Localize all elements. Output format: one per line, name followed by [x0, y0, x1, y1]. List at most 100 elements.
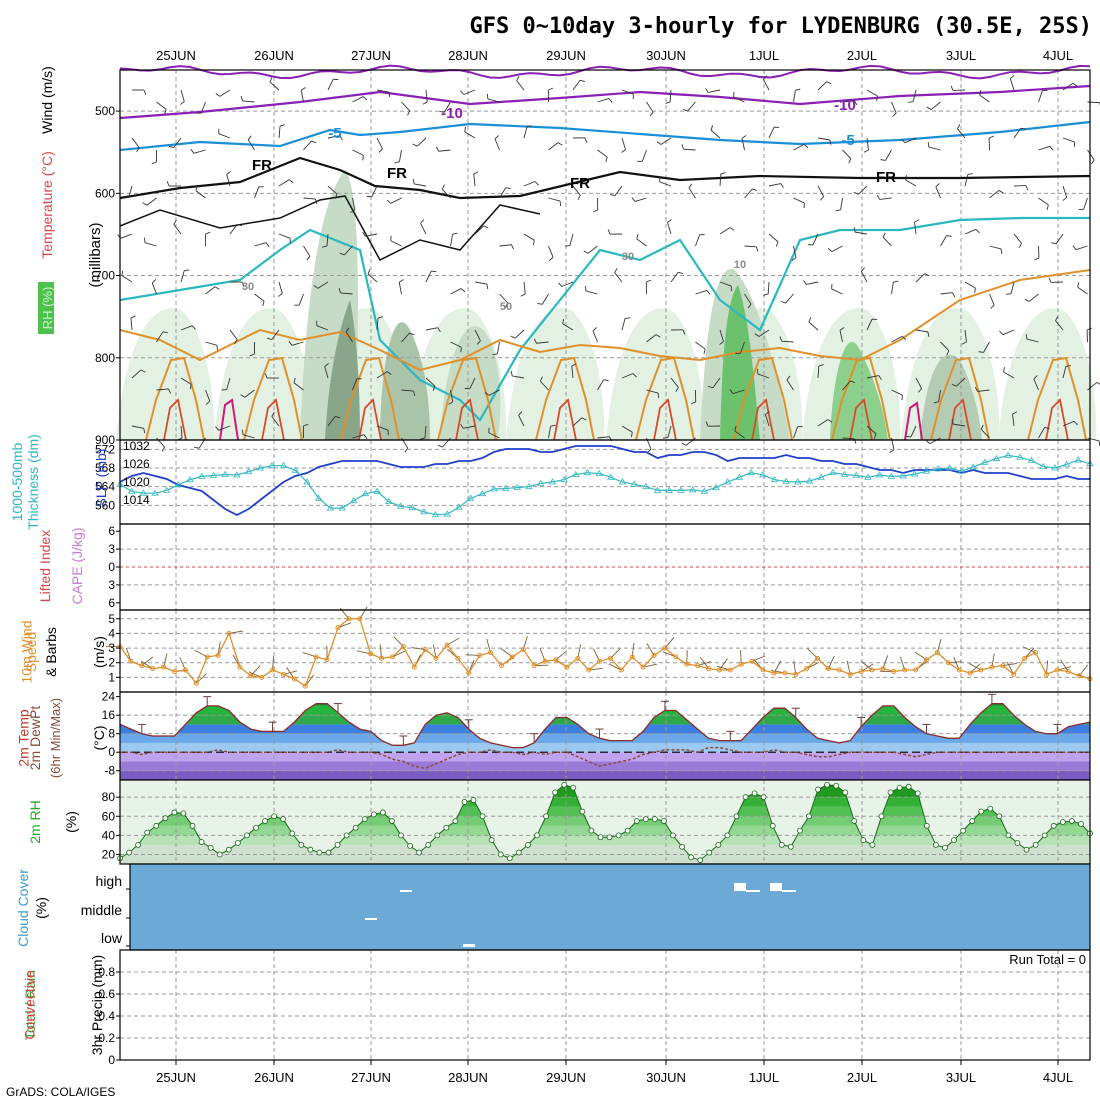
thickness-point [969, 463, 977, 470]
wind-barb [518, 415, 525, 427]
thickness-point [1004, 451, 1012, 458]
wind-barb [142, 202, 148, 206]
temp-contour-15 [904, 401, 923, 441]
contour-label: -5 [328, 125, 341, 142]
wind-barb [812, 233, 819, 246]
wind-barb [863, 149, 869, 153]
wind-barb [420, 437, 426, 440]
wind-barb [914, 219, 920, 223]
wind-barb [412, 143, 418, 147]
wind-barb [705, 421, 709, 427]
temp-contour-minus5 [119, 120, 1091, 152]
wind-barb [662, 437, 668, 439]
date-label-top: 27JUN [351, 48, 391, 63]
wind-speed-point [618, 667, 624, 673]
wind-speed-point [324, 657, 330, 663]
thickness-point [420, 508, 428, 515]
temp-contour-5 [930, 356, 990, 441]
thickness-slp-frame [119, 439, 1091, 525]
wind-speed-point [248, 673, 254, 679]
rh-point [271, 813, 278, 820]
slp-tick-label: 1026 [123, 457, 150, 471]
wind-barb [452, 232, 458, 235]
wind-barb [189, 384, 192, 390]
wind-barb [288, 179, 294, 183]
rh-point [905, 783, 912, 790]
thickness-point [338, 504, 346, 511]
wind-barb [880, 159, 886, 161]
wind-barb [376, 425, 389, 431]
wind-barb [437, 444, 443, 448]
thickness-tick-label: 560 [95, 498, 115, 512]
wind-barb [641, 149, 647, 162]
wind-barb [876, 95, 878, 102]
wind-barb [474, 225, 485, 235]
rh-point [543, 813, 549, 820]
wind-barb [303, 140, 312, 151]
wind-barb [646, 101, 654, 113]
wind-barb [765, 414, 770, 427]
wind-barb [441, 188, 451, 199]
rh-point [171, 809, 178, 816]
rh-tick-label: 40 [102, 828, 116, 842]
rh-point [815, 786, 821, 793]
wind-barb [564, 245, 570, 247]
rh-point [824, 781, 831, 788]
wind-barb [621, 425, 633, 433]
temp-contour-15 [219, 398, 239, 441]
lifted-index-tick-label: 6 [108, 596, 115, 610]
wind-barb [241, 281, 245, 287]
wind-barb [818, 364, 824, 367]
wind-barb [891, 389, 903, 396]
wind-barb [234, 339, 238, 345]
wind-speed-point [204, 654, 210, 660]
wind-barb [536, 341, 549, 344]
wind-barb [873, 433, 877, 439]
rh-point [198, 839, 205, 845]
wind-barb [363, 434, 368, 439]
wind-barb [432, 385, 436, 391]
wind-barb [607, 229, 611, 235]
wind-barb [817, 365, 820, 379]
thickness-point [1074, 456, 1083, 463]
wind-speed-point [575, 655, 581, 661]
wind-barb [425, 271, 432, 283]
wind-speed-point [673, 654, 679, 660]
wind-barb [487, 98, 500, 103]
wind-barb [469, 377, 476, 389]
wind-barb [352, 378, 358, 391]
wind10m-label-3: & Barbs [43, 627, 59, 677]
wind-barb [130, 318, 133, 331]
rh-point [996, 813, 1003, 820]
wind-barb [242, 434, 255, 439]
date-label-top: 28JUN [448, 48, 488, 63]
wind-barb [998, 190, 1004, 194]
rh2m-label: 2m RH [27, 800, 43, 844]
wind-barb [584, 285, 587, 291]
wind-barb [499, 187, 507, 199]
wind-barb [215, 93, 221, 97]
rh-point [661, 818, 667, 824]
temp-contour-5 [831, 356, 891, 441]
thickness-point [408, 503, 416, 511]
wind-tick-label: 3 [108, 641, 115, 655]
wind-speed-point [171, 669, 177, 674]
thickness-point [607, 473, 615, 480]
wind-barb [621, 373, 634, 379]
temp-contour-5 [119, 269, 1091, 372]
wind-speed-point [847, 671, 853, 677]
contour-label: FR [252, 157, 272, 174]
thickness-point [805, 477, 814, 484]
wind-barb [205, 231, 211, 235]
wind-barb [831, 245, 843, 253]
thickness-point [957, 467, 966, 474]
wind-barb [754, 333, 760, 337]
thickness-point [922, 467, 931, 474]
rh-point [515, 849, 522, 856]
wind-barb [756, 246, 759, 252]
wind-barb [413, 390, 416, 396]
thickness-point [244, 467, 253, 475]
wind-barb [719, 281, 732, 287]
wind-barb [768, 126, 775, 139]
wind-barb [534, 181, 539, 186]
